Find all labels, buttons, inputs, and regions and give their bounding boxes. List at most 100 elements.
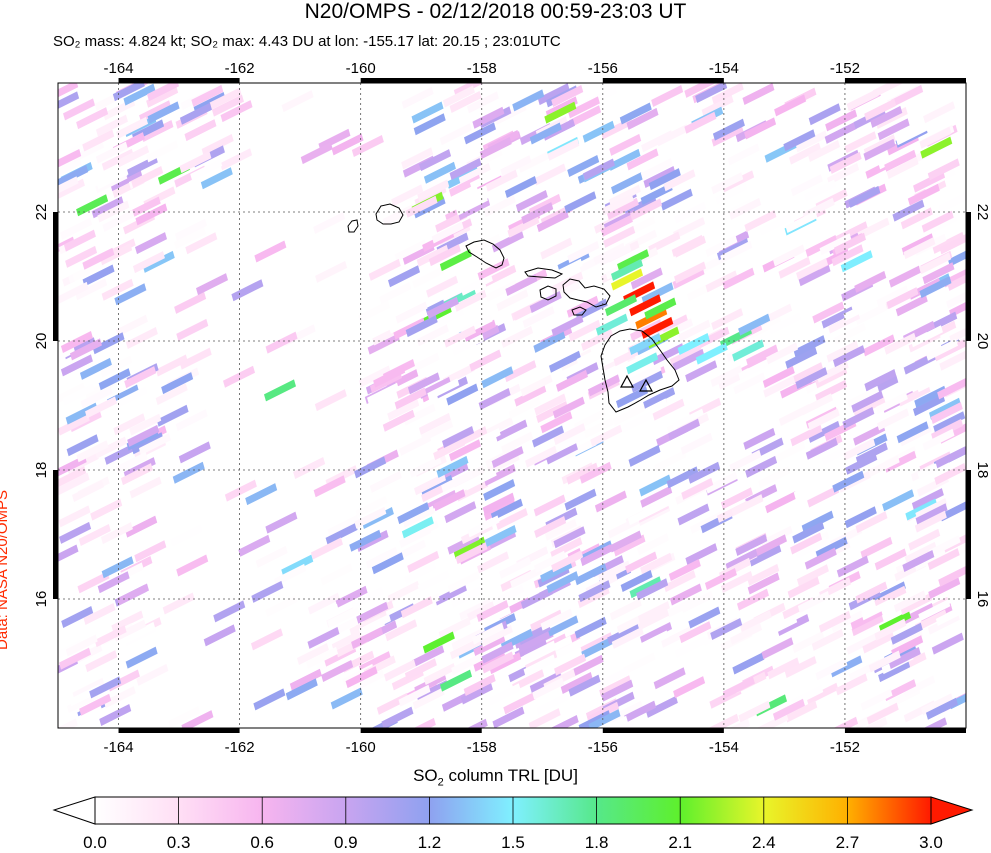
so2-pixel — [253, 688, 286, 711]
so2-pixel — [857, 217, 890, 240]
so2-pixel — [76, 194, 109, 217]
so2-pixel — [747, 572, 780, 595]
so2-pixel — [673, 676, 706, 699]
so2-pixel — [766, 342, 799, 365]
so2-pixel — [767, 657, 800, 680]
so2-pixel — [532, 677, 565, 700]
so2-pixel — [934, 339, 966, 362]
so2-pixel — [927, 158, 960, 181]
so2-pixel — [289, 668, 322, 691]
so2-pixel — [274, 563, 307, 586]
so2-pixel — [460, 682, 493, 705]
so2-pixel — [224, 479, 257, 502]
so2-pixel — [661, 625, 694, 648]
so2-pixel — [174, 218, 207, 241]
so2-pixel — [730, 622, 763, 645]
so2-pixel — [886, 287, 919, 310]
so2-pixel — [739, 610, 772, 633]
so2-pixel — [231, 279, 264, 302]
so2-pixel — [769, 312, 802, 335]
colorbar-title: SO2 column TRL [DU] — [0, 766, 991, 788]
so2-pixel — [795, 536, 828, 559]
so2-pixel — [499, 155, 532, 178]
so2-pixel — [874, 548, 907, 571]
so2-pixel — [458, 162, 491, 185]
so2-pixel — [381, 706, 414, 728]
so2-pixel — [523, 640, 556, 663]
so2-pixel — [790, 424, 823, 447]
so2-pixel — [666, 595, 699, 618]
so2-pixel — [115, 314, 148, 337]
so2-pixel — [624, 700, 657, 723]
lon-tick-label-top: -152 — [830, 60, 860, 77]
so2-pixel — [58, 91, 80, 109]
so2-pixel — [834, 322, 866, 345]
so2-pixel — [431, 307, 464, 330]
so2-pixel — [265, 331, 298, 354]
so2-pixel — [468, 233, 501, 256]
so2-pixel — [742, 83, 775, 105]
so2-pixel — [441, 470, 474, 493]
molokai-island — [524, 267, 564, 279]
so2-pixel — [715, 182, 748, 205]
so2-pixel — [490, 498, 523, 521]
so2-pixel — [58, 544, 79, 562]
so2-pixel — [485, 169, 518, 192]
so2-pixel — [184, 119, 217, 142]
so2-pixel — [330, 687, 363, 710]
so2-pixel — [419, 149, 452, 172]
so2-pixel — [876, 285, 909, 308]
so2-pixel — [798, 264, 831, 287]
so2-pixel — [711, 172, 744, 195]
so2-pixel — [82, 129, 115, 152]
so2-pixel — [306, 294, 339, 317]
so2-pixel — [123, 83, 156, 106]
axis-tick-labels: -164 -164 -162 -162 -160 -160 -158 -158 -156 -156… — [33, 60, 991, 756]
so2-pixel — [72, 479, 105, 502]
so2-pixel — [460, 273, 493, 296]
so2-pixel — [808, 420, 841, 443]
so2-pixel — [220, 148, 253, 171]
so2-pixel — [825, 109, 858, 132]
so2-pixel — [928, 111, 961, 134]
so2-pixel — [135, 232, 168, 255]
so2-pixel — [394, 387, 427, 410]
so2-pixel — [555, 369, 588, 392]
so2-pixel — [811, 628, 844, 651]
lat-tick-label-left: 16 — [33, 591, 50, 608]
so2-pixel — [903, 237, 936, 260]
so2-pixel — [63, 229, 96, 252]
so2-pixel — [564, 438, 597, 461]
so2-pixel — [874, 585, 907, 608]
so2-pixel — [477, 258, 510, 281]
so2-pixel — [351, 586, 384, 609]
so2-pixel — [935, 603, 966, 626]
so2-pixel — [426, 275, 459, 298]
so2-pixel — [893, 590, 926, 613]
so2-pixel — [65, 402, 98, 425]
so2-pixel — [582, 120, 615, 143]
so2-pixel — [142, 250, 175, 273]
big-island — [600, 328, 680, 413]
so2-pixel — [914, 548, 947, 571]
so2-pixel — [180, 137, 213, 160]
so2-pixel — [327, 606, 360, 629]
so2-pixel — [862, 631, 895, 654]
so2-pixel — [125, 646, 158, 669]
so2-pixel — [792, 631, 825, 654]
kauai-island — [375, 203, 404, 225]
so2-pixel — [923, 101, 956, 124]
so2-pixel — [306, 646, 339, 669]
so2-pixel — [937, 377, 966, 400]
so2-pixel — [729, 449, 762, 472]
colorbar-tick-label: 0.9 — [334, 833, 358, 852]
so2-pixel — [846, 88, 879, 111]
so2-pixel — [626, 107, 659, 130]
so2-pixel — [442, 426, 475, 449]
so2-pixel — [419, 376, 452, 399]
so2-pixel — [313, 475, 346, 498]
so2-pixel — [96, 167, 129, 190]
so2-pixel — [213, 600, 246, 623]
so2-pixel — [571, 654, 604, 677]
so2-pixel — [673, 235, 706, 258]
